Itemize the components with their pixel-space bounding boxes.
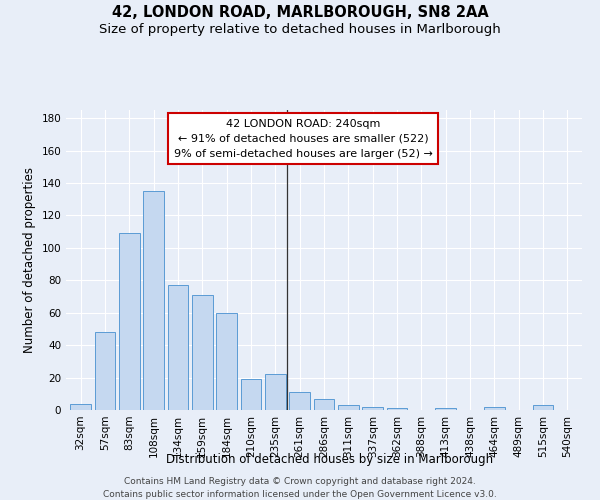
Bar	[265, 374, 286, 410]
Bar	[314, 398, 334, 410]
Text: Contains HM Land Registry data © Crown copyright and database right 2024.: Contains HM Land Registry data © Crown c…	[124, 478, 476, 486]
Bar	[95, 332, 115, 410]
Bar	[386, 408, 407, 410]
Y-axis label: Number of detached properties: Number of detached properties	[23, 167, 36, 353]
Bar	[533, 405, 553, 410]
Text: 42, LONDON ROAD, MARLBOROUGH, SN8 2AA: 42, LONDON ROAD, MARLBOROUGH, SN8 2AA	[112, 5, 488, 20]
Bar	[338, 405, 359, 410]
Bar	[484, 407, 505, 410]
Bar	[70, 404, 91, 410]
Text: Contains public sector information licensed under the Open Government Licence v3: Contains public sector information licen…	[103, 490, 497, 499]
Bar	[143, 191, 164, 410]
Text: 42 LONDON ROAD: 240sqm
← 91% of detached houses are smaller (522)
9% of semi-det: 42 LONDON ROAD: 240sqm ← 91% of detached…	[174, 119, 433, 158]
Bar	[289, 392, 310, 410]
Bar	[241, 379, 262, 410]
Text: Distribution of detached houses by size in Marlborough: Distribution of detached houses by size …	[166, 452, 494, 466]
Bar	[436, 408, 456, 410]
Bar	[167, 285, 188, 410]
Bar	[362, 407, 383, 410]
Bar	[216, 312, 237, 410]
Bar	[119, 233, 140, 410]
Text: Size of property relative to detached houses in Marlborough: Size of property relative to detached ho…	[99, 22, 501, 36]
Bar	[192, 295, 212, 410]
